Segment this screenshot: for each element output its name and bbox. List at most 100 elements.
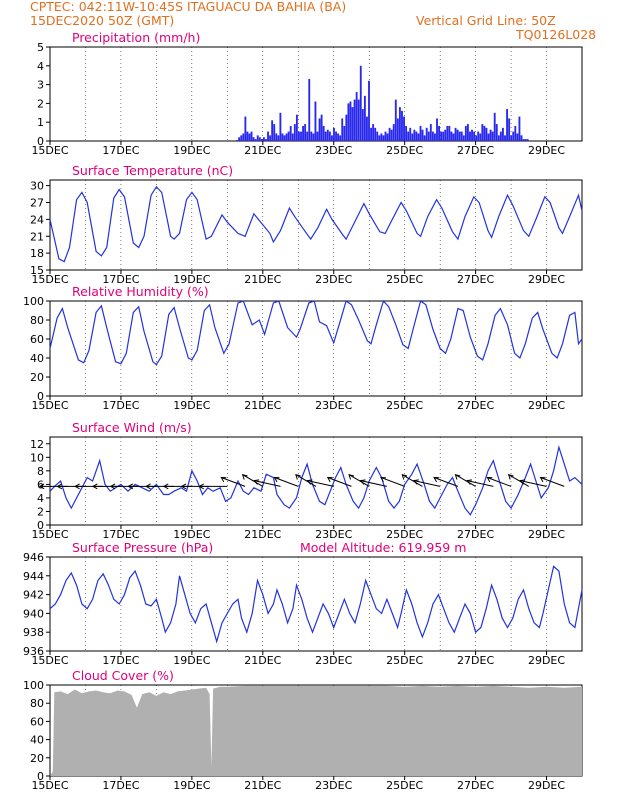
- precip-bar: [335, 131, 337, 141]
- precip-bar: [273, 124, 276, 141]
- wind-arrow: [348, 474, 370, 487]
- wind-arrow-head: [466, 479, 473, 485]
- precip-bar: [256, 135, 259, 141]
- x-tick-label: 21DEC: [244, 528, 281, 541]
- wind-arrow: [254, 480, 281, 487]
- y-tick-label: 938: [23, 626, 44, 639]
- y-tick-label: 100: [23, 679, 44, 692]
- x-tick-label: 21DEC: [244, 399, 281, 412]
- y-tick-label: 40: [30, 734, 44, 747]
- wind-arrow: [413, 480, 441, 487]
- precip-bar: [499, 131, 502, 141]
- precip-bar: [345, 114, 348, 141]
- precip-bar: [495, 124, 498, 141]
- precip-bar: [442, 131, 445, 141]
- precip-bar: [370, 127, 372, 141]
- precip-bar: [262, 137, 265, 141]
- precip-bar: [384, 131, 387, 141]
- series-line: [49, 444, 583, 516]
- series-line: [49, 299, 583, 366]
- x-tick-label: 27DEC: [457, 528, 494, 541]
- x-tick-label: 29DEC: [528, 654, 565, 667]
- y-tick-label: 5: [37, 41, 44, 54]
- wind-arrow-head: [359, 479, 366, 485]
- x-tick-label: 27DEC: [457, 273, 494, 286]
- precip-bar: [382, 135, 385, 141]
- precip-bar: [265, 139, 267, 141]
- precip-bar: [458, 131, 461, 141]
- panel-title: Surface Temperature (nC): [72, 163, 233, 178]
- x-tick-label: 27DEC: [457, 144, 494, 157]
- x-tick-label: 25DEC: [386, 144, 423, 157]
- precip-bar: [411, 133, 414, 141]
- wind-arrow-head: [127, 483, 134, 490]
- x-tick-label: 19DEC: [173, 528, 210, 541]
- precip-bar: [444, 129, 447, 141]
- wind-arrow: [520, 480, 547, 487]
- wind-arrow-head: [401, 473, 408, 480]
- panel-title: Surface Wind (m/s): [72, 420, 192, 435]
- series-line: [49, 565, 583, 644]
- y-tick-label: 12: [30, 438, 44, 451]
- y-tick-label: 936: [23, 645, 44, 658]
- y-tick-label: 20: [30, 752, 44, 765]
- precip-bar: [427, 131, 430, 141]
- precip-bar: [372, 124, 375, 141]
- x-tick-label: 15DEC: [31, 144, 68, 157]
- y-tick-label: 60: [30, 715, 44, 728]
- precip-bar: [248, 133, 251, 141]
- x-tick-label: 17DEC: [102, 779, 139, 792]
- model-altitude: Model Altitude: 619.959 m: [300, 540, 466, 555]
- panel-frame: [49, 300, 583, 397]
- precip-bar: [454, 127, 457, 141]
- x-tick-label: 17DEC: [102, 528, 139, 541]
- precip-bar: [349, 101, 352, 141]
- precip-bar: [289, 125, 292, 141]
- precip-bar: [520, 135, 523, 141]
- precip-bar: [436, 118, 438, 141]
- precip-bar: [487, 133, 490, 141]
- x-tick-label: 19DEC: [173, 654, 210, 667]
- precip-bar: [514, 125, 517, 141]
- x-tick-label: 29DEC: [528, 399, 565, 412]
- y-tick-label: 3: [37, 79, 44, 92]
- y-tick-label: 940: [23, 607, 44, 620]
- precip-bar: [475, 135, 478, 141]
- y-tick-label: 0: [37, 519, 44, 532]
- precip-bar: [238, 137, 241, 141]
- precip-bar: [258, 137, 261, 141]
- wind-arrow-head: [253, 479, 260, 485]
- precip-bar: [421, 129, 424, 141]
- precip-bar: [489, 129, 492, 141]
- y-tick-label: 60: [30, 333, 44, 346]
- precip-bar: [312, 133, 315, 141]
- x-tick-label: 15DEC: [31, 399, 68, 412]
- precip-bar: [502, 127, 504, 141]
- y-tick-label: 10: [30, 451, 44, 464]
- precip-bar: [508, 118, 511, 141]
- wind-arrow-head: [295, 473, 301, 480]
- x-tick-label: 29DEC: [528, 528, 565, 541]
- precip-bar: [283, 135, 286, 141]
- precip-bar: [359, 65, 362, 141]
- precip-bar: [466, 124, 469, 141]
- precip-bar: [300, 131, 302, 141]
- x-tick-label: 15DEC: [31, 779, 68, 792]
- y-tick-label: 0: [37, 770, 44, 783]
- panel-frame: [49, 436, 583, 526]
- precip-bar: [252, 137, 255, 141]
- y-tick-label: 2: [37, 505, 44, 518]
- series-line: [49, 185, 583, 263]
- wind-arrow: [360, 480, 388, 487]
- precip-bar: [512, 131, 515, 141]
- precip-bar: [460, 131, 463, 141]
- x-tick-label: 25DEC: [386, 779, 423, 792]
- y-tick-label: 0: [37, 135, 44, 148]
- x-tick-label: 17DEC: [102, 273, 139, 286]
- wind-arrow: [466, 480, 494, 487]
- y-tick-label: 8: [37, 465, 44, 478]
- precip-bar: [277, 135, 280, 141]
- panel-title: Cloud Cover (%): [72, 668, 174, 683]
- wind-arrow-head: [348, 473, 355, 480]
- wind-arrow-head: [91, 483, 98, 490]
